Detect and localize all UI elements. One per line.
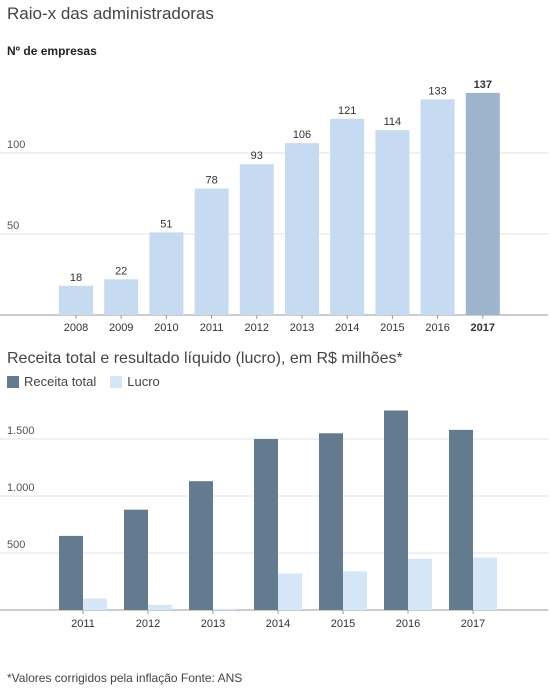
- bar-lucro-2012: [148, 604, 172, 610]
- bar-2017: [465, 92, 500, 315]
- bar-lucro-2011: [83, 598, 107, 610]
- bar-lucro-2017: [473, 557, 497, 610]
- chart2-legend: Receita total Lucro: [7, 374, 174, 389]
- x-tick-label-2012: 2012: [245, 322, 269, 334]
- x-tick-label-2016: 2016: [425, 322, 449, 334]
- x-tick-label-2014: 2014: [335, 322, 359, 334]
- x-tick-label-2011: 2011: [200, 322, 224, 334]
- bar-lucro-2016: [408, 558, 432, 610]
- bar-receita-2017: [449, 429, 473, 610]
- bar-2010: [149, 232, 184, 315]
- legend-item-receita: Receita total: [7, 374, 96, 389]
- bar-receita-2013: [189, 481, 213, 610]
- companies-bar-chart: 50 100 18 2008 22 2009 51 2010 78 2011 93 2012 106 20…: [0, 79, 548, 334]
- bar-lucro-2013: [213, 608, 237, 610]
- footnote: *Valores corrigidos pela inflação Fonte:…: [7, 671, 243, 685]
- x-tick-label-2014: 2014: [266, 618, 290, 630]
- x-tick-label-2016: 2016: [396, 618, 420, 630]
- chart1-subtitle: Nº de empresas: [7, 44, 97, 58]
- value-label-2015: 114: [384, 116, 402, 128]
- x-tick-label-2008: 2008: [64, 322, 88, 334]
- bar-2008: [59, 285, 93, 315]
- bar-receita-2012: [124, 509, 148, 610]
- x-tick-label-2017: 2017: [471, 322, 495, 334]
- x-tick-label-2012: 2012: [136, 618, 160, 630]
- bar-lucro-2015: [343, 571, 367, 610]
- value-label-2008: 18: [70, 272, 82, 284]
- y-tick-label: 500: [7, 539, 25, 551]
- y-tick-label: 50: [7, 220, 19, 232]
- bar-2013: [285, 143, 319, 315]
- x-tick-label-2015: 2015: [380, 322, 404, 334]
- bar-2016: [420, 99, 455, 315]
- bar-2011: [194, 188, 229, 315]
- bar-receita-2016: [384, 410, 408, 610]
- value-label-2013: 106: [293, 129, 311, 141]
- value-label-2011: 78: [205, 175, 217, 187]
- chart2-title: Receita total e resultado líquido (lucro…: [7, 350, 403, 367]
- x-tick-label-2013: 2013: [290, 322, 314, 334]
- bar-2009: [104, 279, 139, 315]
- x-tick-label-2010: 2010: [154, 322, 178, 334]
- bar-receita-2015: [319, 433, 343, 610]
- value-label-2009: 22: [115, 265, 127, 277]
- bar-lucro-2014: [278, 573, 302, 610]
- bar-receita-2011: [59, 535, 83, 610]
- value-label-2014: 121: [338, 105, 356, 117]
- x-tick-label-2013: 2013: [201, 618, 225, 630]
- y-tick-label: 1.000: [7, 482, 35, 494]
- bar-2012: [239, 164, 274, 315]
- legend-swatch-receita: [7, 375, 19, 388]
- legend-label-receita: Receita total: [24, 374, 97, 389]
- value-label-2012: 93: [251, 150, 263, 162]
- x-tick-label-2017: 2017: [461, 618, 485, 630]
- bar-2014: [330, 118, 365, 315]
- x-tick-label-2011: 2011: [71, 618, 95, 630]
- value-label-2017: 137: [474, 79, 492, 91]
- x-tick-label-2015: 2015: [331, 618, 355, 630]
- legend-label-lucro: Lucro: [127, 374, 160, 389]
- x-tick-label-2009: 2009: [109, 322, 133, 334]
- legend-swatch-lucro: [110, 375, 123, 388]
- y-tick-label: 100: [7, 139, 25, 151]
- value-label-2010: 51: [160, 218, 172, 230]
- legend-item-lucro: Lucro: [110, 374, 160, 389]
- y-tick-label: 1.500: [7, 425, 35, 437]
- value-label-2016: 133: [428, 85, 446, 97]
- bar-2015: [375, 130, 410, 315]
- revenue-profit-bar-chart: 500 1.000 1.500 2011 2012 2013 2014 2015 2016 201…: [0, 410, 548, 630]
- bar-receita-2014: [254, 439, 278, 610]
- chart-title: Raio-x das administradoras: [7, 4, 214, 23]
